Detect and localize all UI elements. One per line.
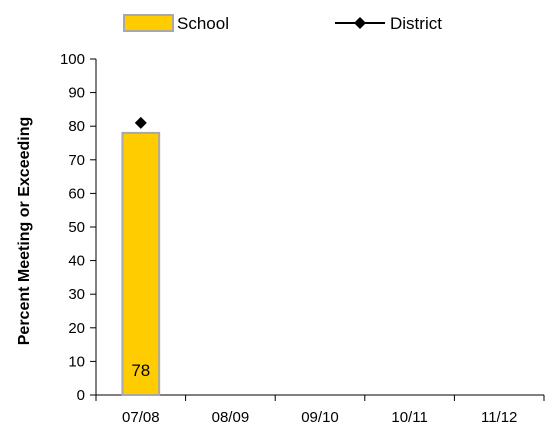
- legend: School District: [123, 14, 442, 33]
- y-tick-label: 0: [77, 387, 85, 404]
- data-labels: 78: [131, 361, 150, 380]
- legend-marker-district: [354, 17, 366, 29]
- y-tick-label: 100: [60, 51, 85, 68]
- x-tick-label: 07/08: [122, 409, 160, 426]
- y-tick-label: 50: [68, 219, 85, 236]
- district-marker: [134, 116, 147, 129]
- bar-school: [121, 131, 161, 396]
- legend-label-school: School: [177, 14, 229, 33]
- legend-item-district: District: [335, 14, 442, 33]
- x-tick-label: 10/11: [391, 409, 427, 426]
- axes: 0 10 20 30 40 50 60 70 80 90 100 07/08 08/09 09/10 10/…: [60, 51, 545, 426]
- y-axis-title: Percent Meeting or Exceeding: [16, 117, 33, 346]
- y-tick-label: 40: [68, 253, 85, 270]
- bar-data-label: 78: [131, 361, 150, 380]
- x-tick-label: 11/12: [481, 409, 517, 426]
- y-tick-label: 20: [68, 320, 85, 337]
- x-tick-label: 08/09: [212, 409, 250, 426]
- legend-label-district: District: [390, 14, 442, 33]
- district-markers: [134, 116, 147, 129]
- legend-item-school: School: [123, 14, 229, 33]
- x-tick-label: 09/10: [301, 409, 339, 426]
- y-tick-label: 30: [68, 286, 85, 303]
- y-tick-label: 70: [68, 152, 85, 169]
- y-tick-label: 80: [68, 118, 85, 135]
- legend-swatch-school: [123, 14, 174, 32]
- y-tick-label: 90: [68, 85, 85, 102]
- bars: [121, 131, 161, 396]
- y-tick-label: 10: [68, 353, 85, 370]
- y-tick-label: 60: [68, 185, 85, 202]
